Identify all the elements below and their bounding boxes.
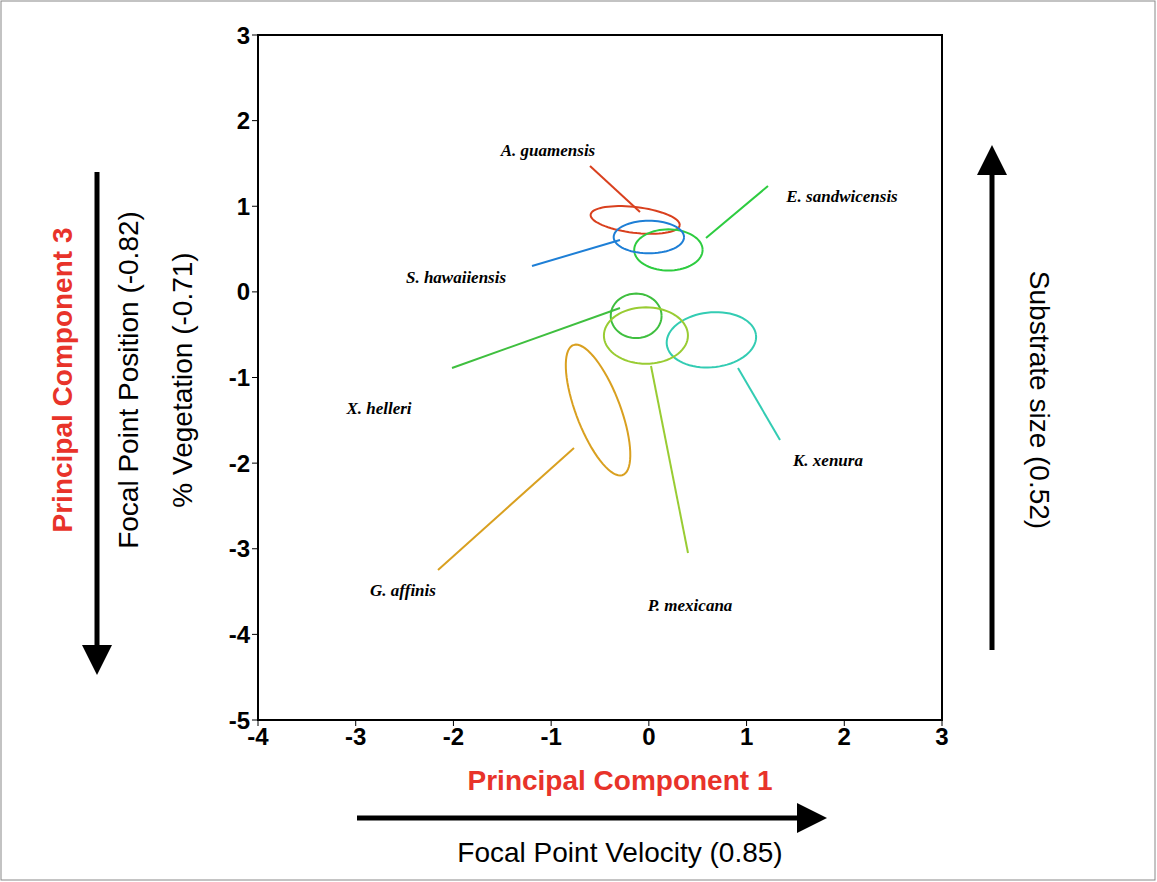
svg-text:Principal Component 3: Principal Component 3 [47,228,78,533]
svg-text:G. affinis: G. affinis [370,581,436,600]
svg-text:-4: -4 [247,723,269,750]
svg-text:K. xenura: K. xenura [792,451,863,470]
svg-text:Principal Component 1: Principal Component 1 [468,765,773,796]
svg-text:2: 2 [838,723,851,750]
svg-text:3: 3 [935,723,948,750]
svg-text:A. guamensis: A. guamensis [500,141,596,160]
svg-text:P. mexicana: P. mexicana [647,596,733,615]
svg-text:-3: -3 [345,723,366,750]
svg-text:-2: -2 [443,723,464,750]
svg-text:Substrate size (0.52): Substrate size (0.52) [1024,271,1055,529]
svg-text:X. helleri: X. helleri [345,399,411,418]
svg-text:-1: -1 [229,364,250,391]
svg-text:1: 1 [237,193,250,220]
svg-text:2: 2 [237,107,250,134]
svg-text:E. sandwicensis: E. sandwicensis [785,187,898,206]
svg-text:-2: -2 [229,450,250,477]
svg-text:-5: -5 [229,707,250,734]
svg-text:1: 1 [740,723,753,750]
svg-text:-3: -3 [229,535,250,562]
svg-text:Focal Point Velocity (0.85): Focal Point Velocity (0.85) [457,837,782,868]
svg-text:S. hawaiiensis: S. hawaiiensis [406,268,507,287]
svg-text:0: 0 [642,723,655,750]
svg-text:3: 3 [237,22,250,49]
svg-text:-1: -1 [540,723,561,750]
svg-text:0: 0 [237,278,250,305]
svg-text:% Vegetation (-0.71): % Vegetation (-0.71) [167,252,198,507]
svg-text:-4: -4 [229,621,251,648]
svg-text:Focal Point Position (-0.82): Focal Point Position (-0.82) [113,211,144,549]
